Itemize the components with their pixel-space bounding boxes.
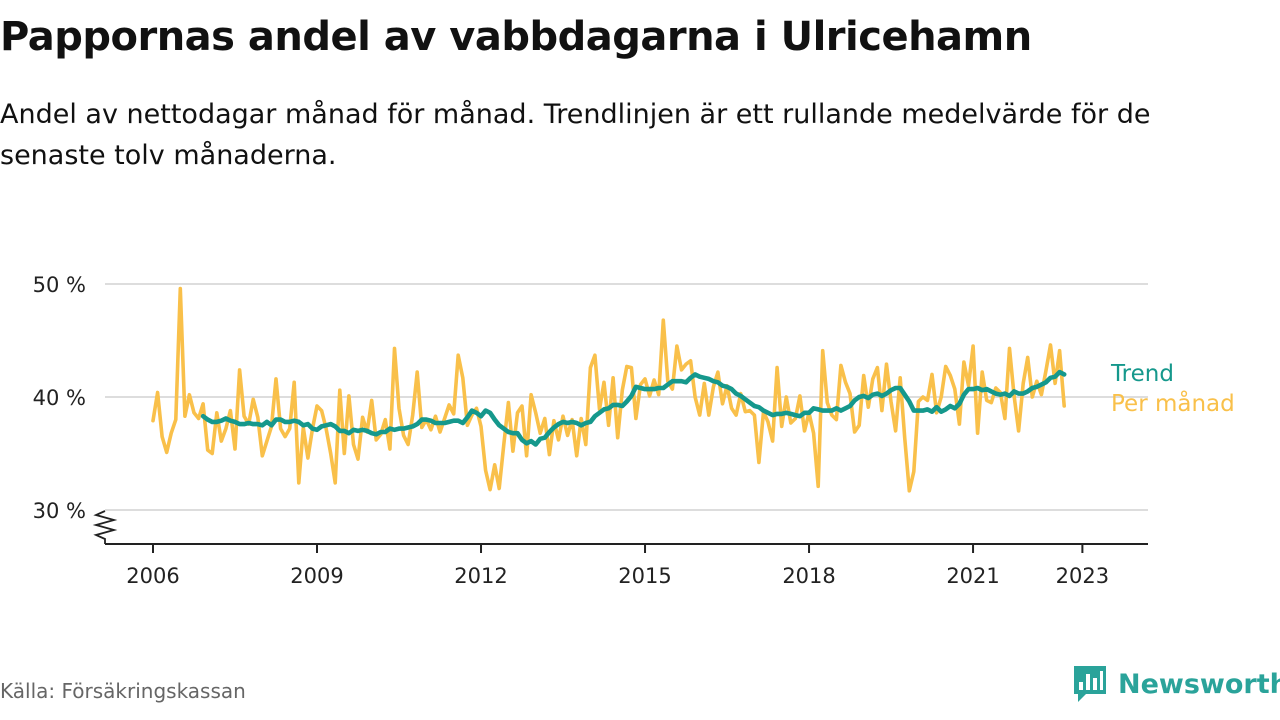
x-tick-label: 2015 (618, 564, 671, 588)
brand-logo: Newsworthy (1072, 664, 1280, 704)
chart-subtitle: Andel av nettodagar månad för månad. Tre… (0, 99, 1151, 171)
y-tick-label: 50 % (33, 273, 86, 297)
x-tick-label: 2023 (1056, 564, 1109, 588)
series-label-monthly: Per månad (1111, 389, 1235, 417)
source-note: Källa: Försäkringskassan (0, 679, 246, 703)
x-ticks: 2006 2009 2012 2015 2018 2021 2023 (126, 544, 1109, 588)
y-tick-label: 30 % (33, 499, 86, 523)
axis-break-icon (92, 510, 118, 544)
series-label-trend: Trend (1110, 361, 1174, 387)
y-tick-label: 40 % (33, 386, 86, 410)
line-chart: 30 % 40 % 50 % 2006 2009 2012 2015 2018 2021 202… (33, 273, 1235, 588)
series-line-trend (200, 369, 1067, 447)
y-tick-labels: 30 % 40 % 50 % (33, 273, 86, 523)
brand-name: Newsworthy (1118, 668, 1280, 700)
x-tick-label: 2006 (126, 564, 179, 588)
x-tick-label: 2009 (290, 564, 343, 588)
series-line-monthly (151, 286, 1066, 493)
bar-chart-speech-bubble-icon (1074, 666, 1106, 702)
x-tick-label: 2021 (946, 564, 999, 588)
x-tick-label: 2018 (782, 564, 835, 588)
x-tick-label: 2012 (454, 564, 507, 588)
chart-title: Pappornas andel av vabbdagarna i Ulriceh… (0, 14, 1032, 60)
